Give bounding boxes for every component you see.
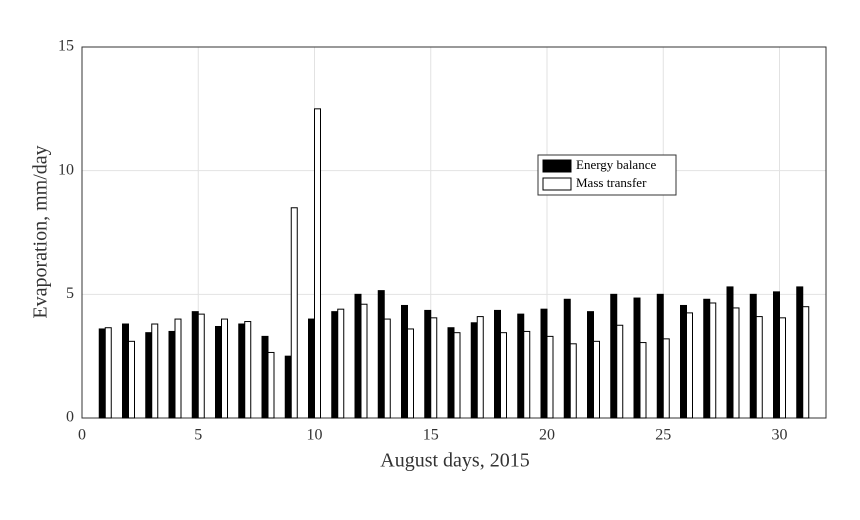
bar [308, 318, 315, 419]
legend-swatch [542, 159, 572, 173]
y-tick-label: 5 [66, 285, 74, 302]
bar [546, 335, 554, 419]
bar [244, 321, 252, 419]
bar [447, 327, 455, 419]
bar [517, 313, 525, 419]
y-tick-label: 10 [58, 161, 74, 178]
bar [732, 307, 740, 419]
bar [779, 317, 786, 419]
bar [145, 332, 153, 419]
bar [377, 290, 385, 419]
bar [151, 323, 159, 419]
bar [238, 323, 246, 419]
bar [703, 298, 711, 419]
bar [616, 324, 624, 419]
bar [569, 343, 577, 419]
x-tick-label: 0 [78, 427, 86, 444]
bar [610, 293, 618, 419]
bar [197, 313, 205, 419]
bar [563, 298, 571, 419]
bar [430, 317, 438, 419]
bar [796, 286, 804, 419]
legend-label: Energy balance [576, 157, 656, 172]
bar [773, 291, 780, 419]
bar [500, 332, 507, 419]
bar [314, 108, 321, 419]
x-tick-label: 30 [772, 427, 788, 444]
bar [98, 328, 106, 419]
bar [494, 309, 501, 419]
bar [686, 312, 693, 419]
bar [662, 338, 670, 419]
bar [331, 311, 339, 419]
x-tick-label: 25 [655, 427, 671, 444]
bar [523, 330, 531, 419]
bar [726, 286, 734, 419]
bar [633, 297, 641, 419]
x-tick-label: 20 [539, 427, 555, 444]
bar [639, 342, 647, 419]
bar [290, 207, 298, 419]
bar [337, 308, 345, 419]
bar [587, 311, 594, 419]
bar [191, 311, 199, 419]
bar [354, 293, 362, 419]
bar [470, 322, 478, 419]
bar [215, 325, 222, 419]
bar [407, 328, 414, 419]
legend-swatch [542, 177, 572, 191]
x-axis-label: August days, 2015 [380, 450, 529, 472]
x-tick-label: 15 [423, 427, 439, 444]
bar [168, 330, 176, 419]
y-axis-label: Evaporation, mm/day [30, 145, 52, 318]
bar [122, 323, 129, 419]
bar [360, 303, 368, 419]
bar [174, 318, 182, 419]
bar [128, 340, 135, 419]
bar [284, 355, 292, 419]
bar [383, 318, 391, 419]
x-tick-label: 5 [194, 427, 202, 444]
bar [221, 318, 228, 419]
y-tick-label: 15 [58, 38, 74, 55]
bar [802, 306, 810, 419]
y-tick-label: 0 [66, 409, 74, 426]
bar [593, 340, 600, 419]
x-tick-label: 10 [307, 427, 323, 444]
bar [424, 309, 432, 419]
bar [680, 304, 687, 419]
bar [749, 293, 757, 419]
bar [540, 308, 548, 419]
bar [104, 327, 112, 419]
bar [267, 351, 275, 419]
legend-label: Mass transfer [576, 175, 647, 190]
bar [656, 293, 664, 419]
bar [476, 316, 484, 419]
bar [453, 332, 461, 419]
bar [709, 302, 717, 419]
bar [755, 316, 763, 419]
bar [261, 335, 269, 419]
bar [401, 304, 408, 419]
